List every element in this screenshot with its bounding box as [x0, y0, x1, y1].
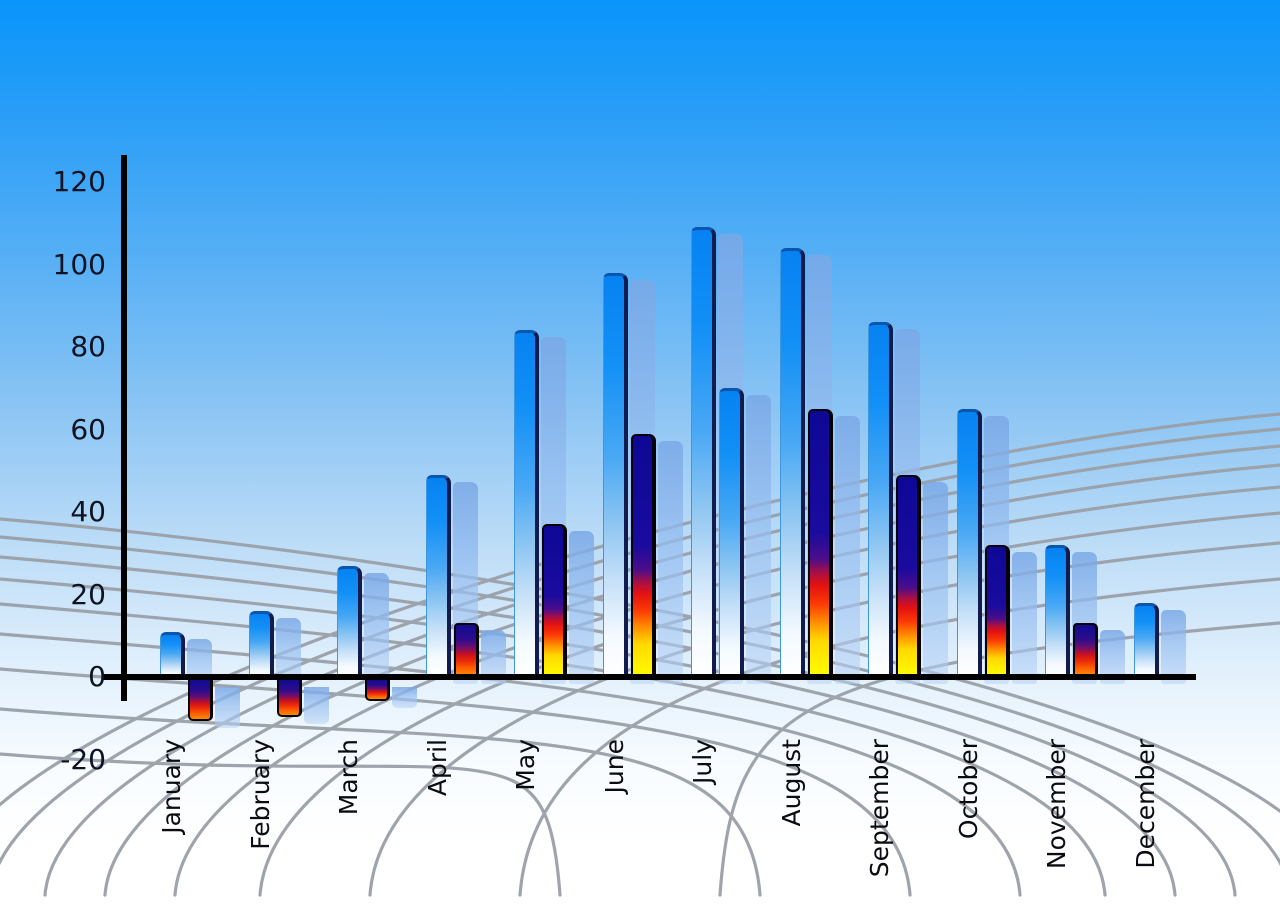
- bar-may-primary: [514, 330, 539, 677]
- bar-july-secondary: [719, 388, 744, 677]
- x-label-november: November: [1042, 739, 1071, 870]
- y-axis-line: [121, 155, 127, 701]
- bar-shadow-september-secondary: [923, 482, 948, 684]
- bar-september-primary: [868, 322, 893, 677]
- bar-september-secondary: [896, 475, 921, 677]
- bar-may-secondary: [542, 524, 567, 677]
- bar-shadow-january-secondary: [215, 687, 240, 728]
- x-label-february: February: [246, 739, 275, 850]
- x-label-june: June: [600, 739, 629, 794]
- y-tick--20: -20: [60, 743, 106, 776]
- bar-july-primary: [691, 227, 716, 677]
- bar-shadow-february-primary: [275, 618, 301, 684]
- bar-november-primary: [1045, 545, 1070, 677]
- y-tick-0: 0: [88, 660, 106, 693]
- bar-march-secondary: [365, 680, 390, 701]
- bar-april-primary: [425, 475, 451, 677]
- x-label-july: July: [688, 739, 717, 784]
- bar-shadow-october-secondary: [1011, 552, 1037, 684]
- gridline: [0, 602, 1107, 897]
- bar-shadow-july-secondary: [746, 395, 771, 684]
- y-tick-20: 20: [70, 578, 106, 611]
- bar-shadow-february-secondary: [303, 687, 329, 724]
- x-label-october: October: [954, 739, 983, 840]
- y-tick-60: 60: [70, 413, 106, 446]
- bar-shadow-march-primary: [364, 573, 389, 684]
- bar-march-primary: [337, 566, 362, 677]
- x-label-december: December: [1131, 739, 1160, 869]
- bar-october-primary: [956, 409, 982, 677]
- bar-january-secondary: [188, 680, 213, 721]
- y-tick-40: 40: [70, 495, 106, 528]
- bar-june-primary: [602, 273, 628, 677]
- bar-february-primary: [248, 611, 274, 677]
- gridline: [0, 752, 562, 897]
- bar-april-secondary: [453, 623, 479, 677]
- x-label-may: May: [511, 739, 540, 791]
- y-tick-80: 80: [70, 330, 106, 363]
- bar-shadow-may-secondary: [569, 531, 594, 684]
- x-label-january: January: [157, 739, 186, 834]
- x-label-march: March: [334, 739, 363, 816]
- y-tick-100: 100: [52, 248, 106, 281]
- x-label-april: April: [423, 739, 452, 797]
- x-label-september: September: [865, 739, 894, 878]
- bar-shadow-june-secondary: [657, 441, 683, 684]
- bar-shadow-march-secondary: [392, 687, 417, 708]
- x-axis-line: [103, 674, 1196, 680]
- bar-august-primary: [779, 248, 805, 677]
- bar-shadow-august-secondary: [834, 416, 860, 684]
- bar-august-secondary: [807, 409, 833, 677]
- gridline: [0, 707, 762, 897]
- bar-november-secondary: [1073, 623, 1098, 677]
- bar-june-secondary: [630, 434, 656, 677]
- bar-october-secondary: [984, 545, 1010, 677]
- y-tick-120: 120: [52, 165, 106, 198]
- bar-december-primary: [1133, 603, 1159, 677]
- bar-february-secondary: [276, 680, 302, 717]
- bar-shadow-december-primary: [1160, 610, 1186, 684]
- x-label-august: August: [777, 739, 806, 827]
- bar-january-primary: [160, 632, 185, 677]
